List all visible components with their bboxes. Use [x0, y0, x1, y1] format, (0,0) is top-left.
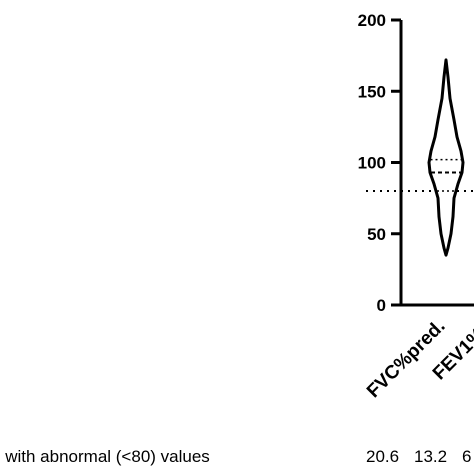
y-tick-label-100: 100 [358, 154, 386, 173]
y-tick-label-200: 200 [358, 11, 386, 30]
y-tick-label-0: 0 [377, 296, 386, 315]
abnormal-value-fvc: 20.6 [366, 447, 400, 466]
x-axis: FVC%pred.FEV1%pD [363, 303, 474, 403]
abnormal-value-d: 6 [462, 447, 472, 466]
y-axis: 0 50 100 150 200 [358, 11, 403, 315]
y-tick-label-150: 150 [358, 82, 386, 101]
violin-fvc [427, 58, 465, 257]
x-category-label-0: FVC%pred. [363, 316, 450, 403]
plot-area [366, 58, 474, 257]
y-tick-label-50: 50 [367, 225, 386, 244]
abnormal-value-fev1: 13.2 [414, 447, 448, 466]
abnormal-values-label: s with abnormal (<80) values [0, 447, 210, 466]
